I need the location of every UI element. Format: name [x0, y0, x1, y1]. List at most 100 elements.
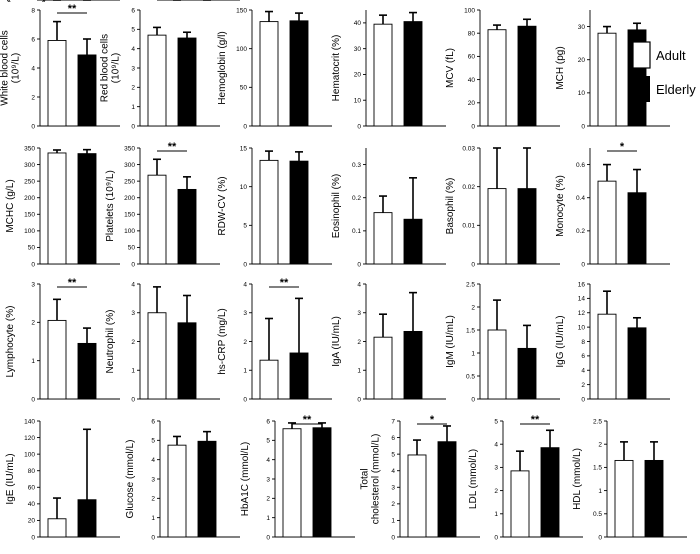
- bar-elderly: [197, 440, 217, 538]
- y-tick-label: 2: [598, 442, 602, 449]
- significance-marker: **: [531, 414, 540, 426]
- y-tick-label: 5: [131, 27, 135, 34]
- legend-swatch-adult: [632, 41, 651, 69]
- y-tick-label: 2: [131, 339, 135, 346]
- y-tick-label: 0: [151, 0, 155, 2]
- y-tick-label: 4: [494, 442, 498, 449]
- y-tick-label: 0: [266, 534, 270, 541]
- chart-panel-21: 0 1 2 3 4 5 6 7 Total cholesterol (mmol/L) *: [360, 414, 480, 541]
- chart-panel-24: 00.20.40.60.811.21.41.61.8Triglyceride (…: [0, 0, 120, 3]
- legend: Adult Elderly: [632, 41, 696, 102]
- y-tick-label: 150: [24, 212, 35, 219]
- y-axis-label: Hematocrit (%): [331, 35, 342, 102]
- y-tick-label: 250: [124, 178, 135, 185]
- y-tick-label: 15: [240, 145, 248, 152]
- bar-adult: [373, 336, 393, 400]
- y-tick-label: 3: [391, 485, 395, 492]
- y-tick-label: 250: [24, 178, 35, 185]
- y-tick-label: 350: [24, 145, 35, 152]
- y-tick-label: 50: [240, 85, 248, 92]
- y-tick-label: 6: [391, 435, 395, 442]
- y-tick-label: 1.6: [26, 0, 35, 2]
- bar-adult: [487, 329, 507, 400]
- y-axis-label: IgM (IU/mL): [445, 315, 456, 368]
- chart-panel-22: 0 1 2 3 4 5 LDL (mmol/L) **: [468, 414, 583, 541]
- y-axis-label: (10⁹/L): [11, 53, 22, 83]
- y-tick-label: 100: [236, 46, 247, 53]
- y-axis-label: HDL (mmol/L): [572, 448, 583, 510]
- bar-adult: [597, 32, 617, 127]
- significance-marker: *: [190, 0, 195, 3]
- bar-elderly: [403, 330, 423, 400]
- y-axis-label: Triglyceride (mmol/L): [0, 0, 47, 3]
- y-tick-label: 100: [124, 228, 135, 235]
- y-tick-label: 4: [151, 457, 155, 464]
- y-tick-label: 0.5: [466, 373, 475, 380]
- y-tick-label: 1.5: [146, 0, 155, 2]
- significance-marker: **: [280, 277, 289, 289]
- y-tick-label: 1: [391, 518, 395, 525]
- y-tick-label: 14: [578, 296, 586, 303]
- y-tick-label: 30: [354, 46, 362, 53]
- y-tick-label: 2: [391, 501, 395, 508]
- y-tick-label: 1: [266, 515, 270, 522]
- chart-panel-16: 0 0.5 1 1.5 2 2.5 IgM (IU/mL): [445, 281, 560, 403]
- y-tick-label: 1: [243, 368, 247, 375]
- y-axis-label: IgA (IU/mL): [331, 316, 342, 367]
- bar-elderly: [177, 37, 197, 127]
- y-tick-label: 0: [31, 261, 35, 268]
- y-tick-label: 350: [124, 145, 135, 152]
- bar-adult: [373, 212, 393, 265]
- y-tick-label: 2: [31, 94, 35, 101]
- y-tick-label: 0: [357, 261, 361, 268]
- bar-adult: [147, 34, 167, 127]
- y-tick-label: 10: [578, 324, 586, 331]
- bar-elderly: [177, 322, 197, 400]
- bar-elderly: [517, 347, 537, 400]
- y-tick-label: 12: [578, 310, 586, 317]
- bar-elderly: [289, 20, 309, 127]
- y-axis-label: Eosinophil (%): [331, 174, 342, 238]
- bar-elderly: [289, 352, 309, 400]
- y-axis-label: Lymphocyte (%): [5, 306, 16, 378]
- y-tick-label: 60: [28, 485, 36, 492]
- y-tick-label: 80: [28, 468, 36, 475]
- y-tick-label: 1: [31, 358, 35, 365]
- y-axis-multiplier: x 10⁴: [162, 0, 177, 2]
- chart-panel-13: 0 1 2 3 4 Neutrophil (%): [105, 281, 220, 403]
- legend-swatch-elderly: [633, 76, 650, 102]
- chart-panel-18: 0 20 40 60 80 100 120 140 IgE (IU/mL): [5, 418, 120, 541]
- y-tick-label: 0: [471, 261, 475, 268]
- y-tick-label: 0.2: [26, 0, 35, 2]
- significance-marker: **: [168, 141, 177, 153]
- y-tick-label: 0: [151, 534, 155, 541]
- bar-elderly: [517, 25, 537, 127]
- significance-marker: **: [303, 414, 312, 426]
- y-tick-label: 0: [31, 0, 35, 2]
- bar-adult: [259, 21, 279, 127]
- chart-panel-7: 0 50 100 150 200 250 300 350 Platelets (10⁹/L) **: [105, 141, 220, 268]
- significance-marker: **: [68, 277, 77, 289]
- chart-panel-10: 0 0.01 0.02 0.03 Basophil (%): [445, 145, 560, 268]
- y-tick-label: 1: [151, 0, 155, 2]
- y-axis-label: LDL (mmol/L): [468, 449, 479, 509]
- y-tick-label: 0: [131, 396, 135, 403]
- bar-elderly: [403, 21, 423, 127]
- bar-elderly: [644, 459, 664, 538]
- y-tick-label: 4: [357, 281, 361, 288]
- y-tick-label: 2: [151, 496, 155, 503]
- y-axis-label: Total: [360, 468, 371, 489]
- chart-panel-11: 0 0.2 0.4 0.6 Monocyte (%) *: [555, 141, 670, 268]
- y-tick-label: 16: [578, 281, 586, 288]
- y-tick-label: 0: [31, 396, 35, 403]
- y-tick-label: 0: [243, 123, 247, 130]
- y-axis-label: IgG (IU/mL): [555, 315, 566, 367]
- chart-panel-3: 0 10 20 30 40 Hematocrit (%): [331, 10, 446, 130]
- y-tick-label: 6: [131, 7, 135, 14]
- y-tick-label: 0: [31, 123, 35, 130]
- y-tick-label: 3: [243, 310, 247, 317]
- y-tick-label: 3: [131, 310, 135, 317]
- y-tick-label: 4: [31, 65, 35, 72]
- y-tick-label: 100: [24, 451, 35, 458]
